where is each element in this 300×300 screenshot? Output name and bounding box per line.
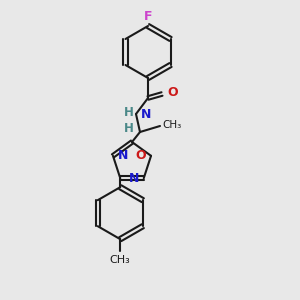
Text: CH₃: CH₃ [110, 255, 130, 265]
Text: N: N [118, 149, 128, 162]
Text: N: N [128, 172, 139, 185]
Text: O: O [167, 86, 178, 100]
Text: CH₃: CH₃ [162, 120, 181, 130]
Text: H: H [124, 122, 134, 134]
Text: H: H [124, 106, 134, 118]
Text: O: O [135, 149, 146, 162]
Text: N: N [141, 107, 152, 121]
Text: F: F [144, 10, 152, 23]
